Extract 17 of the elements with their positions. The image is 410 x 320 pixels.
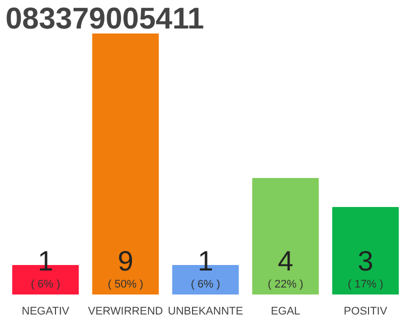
bar (92, 34, 159, 294)
data-label: 3 (358, 246, 374, 276)
chart-title: 083379005411 (6, 2, 204, 36)
data-label: 4 (278, 246, 294, 276)
annotation: ( 50% ) (108, 278, 144, 290)
x-tick-label: EGAL (270, 306, 300, 318)
annotation: ( 17% ) (348, 278, 384, 290)
x-tick-label: NEGATIV (22, 306, 70, 318)
data-label: 9 (118, 246, 134, 276)
bar (332, 207, 399, 294)
x-tick-label: VERWIRREND (88, 306, 164, 318)
x-tick-label: UNBEKANNTE (168, 306, 244, 318)
x-tick-label: POSITIV (344, 306, 388, 318)
annotation: ( 6% ) (30, 278, 60, 290)
bar (252, 178, 319, 294)
annotation: ( 22% ) (268, 278, 304, 290)
annotation: ( 6% ) (190, 278, 220, 290)
